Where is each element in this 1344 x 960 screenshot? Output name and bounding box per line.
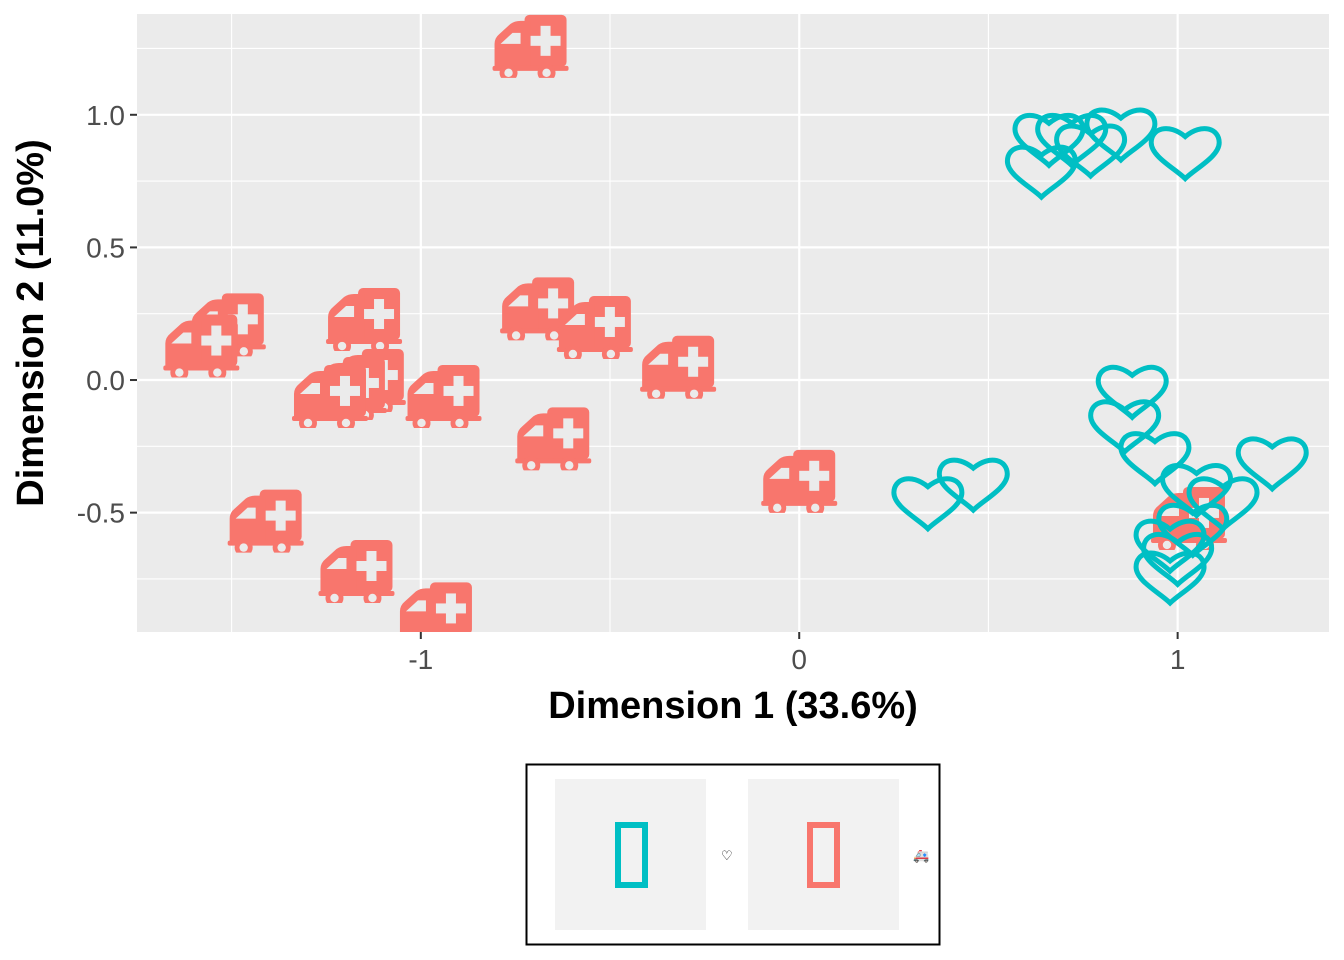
heart-icon xyxy=(1095,364,1169,421)
legend-key-background xyxy=(555,779,706,930)
heart-icon xyxy=(1235,436,1309,493)
legend: ♡ 🚑 xyxy=(525,763,941,946)
y-axis-title: Dimension 2 (11.0%) xyxy=(10,139,52,506)
x-tick-label: -1 xyxy=(408,644,433,675)
heart-icon xyxy=(891,476,965,533)
y-axis: -0.5 0.0 0.5 1.0 xyxy=(77,100,137,529)
heart-icon xyxy=(1156,502,1230,559)
data-points xyxy=(163,14,1309,632)
legend-key-glyph xyxy=(615,822,648,888)
x-axis-title: Dimension 1 (33.6%) xyxy=(548,685,918,727)
x-axis: -1 0 1 xyxy=(408,632,1185,675)
heart-icon xyxy=(1141,531,1215,588)
legend-key-background xyxy=(748,779,899,930)
heart-icon xyxy=(1088,399,1162,456)
legend-label: 🚑 xyxy=(913,849,929,864)
heart-icon xyxy=(1160,462,1234,519)
heart-icon xyxy=(1148,126,1222,183)
legend-label: ♡ xyxy=(721,849,733,864)
heart-icon xyxy=(936,457,1010,514)
legend-key-glyph xyxy=(807,822,840,888)
heart-icon xyxy=(1133,550,1207,607)
heart-icon xyxy=(1186,476,1260,533)
x-tick-label: 0 xyxy=(791,644,807,675)
y-tick-label: 0.5 xyxy=(86,232,125,263)
heart-icon xyxy=(1054,123,1128,180)
y-tick-label: 1.0 xyxy=(86,100,125,131)
y-tick-label: 0.0 xyxy=(86,365,125,396)
y-tick-label: -0.5 xyxy=(77,498,125,529)
heart-icon xyxy=(1118,431,1192,488)
heart-icon xyxy=(1004,144,1078,201)
x-tick-label: 1 xyxy=(1170,644,1186,675)
heart-icon xyxy=(1012,112,1086,169)
